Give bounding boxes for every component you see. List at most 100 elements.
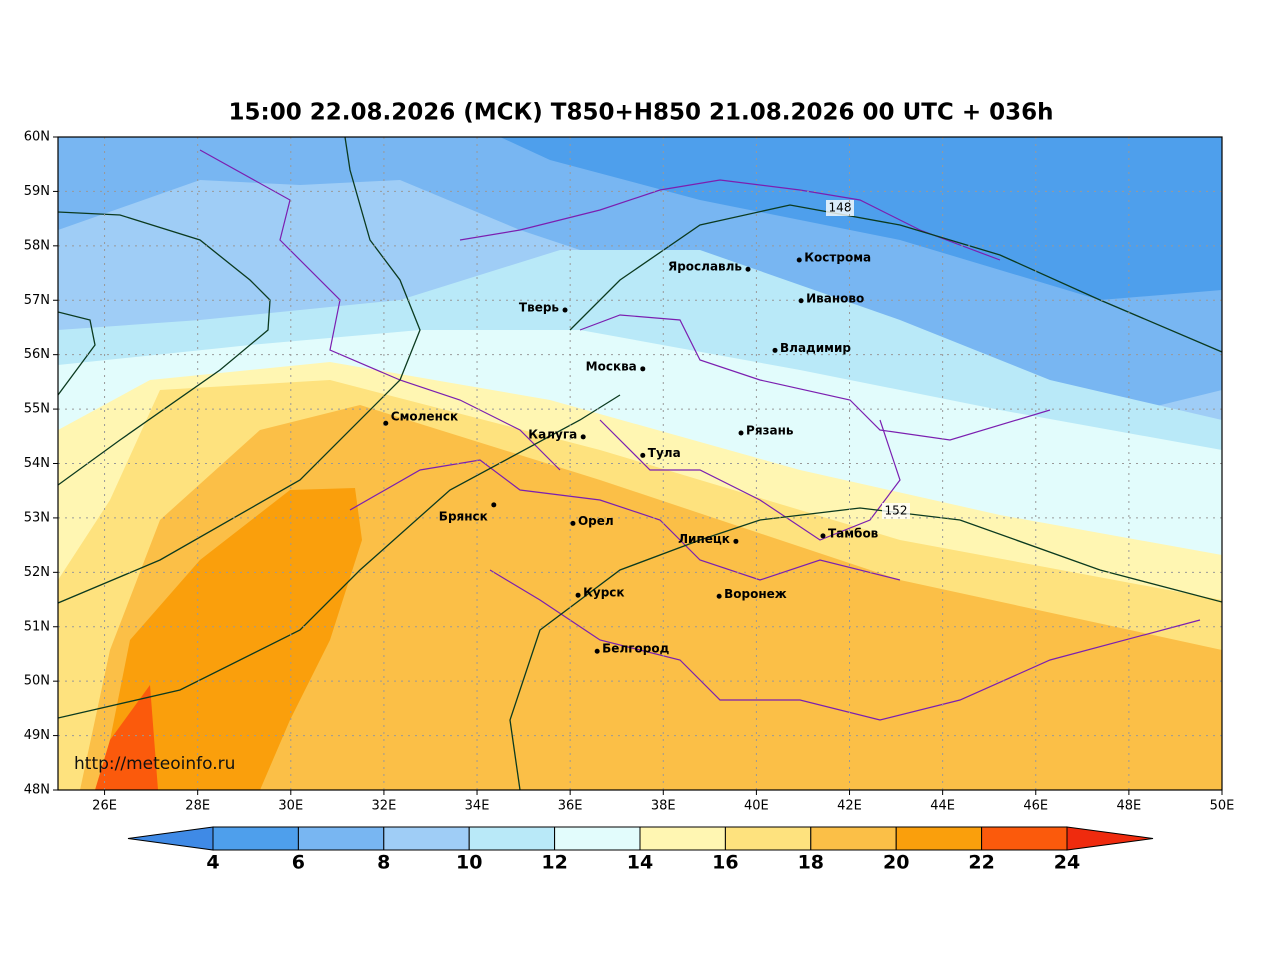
city-dot	[640, 366, 646, 372]
lat-tick-label: 51N	[24, 619, 50, 634]
city-dot	[733, 538, 739, 544]
colorbar-cell	[468, 826, 556, 851]
city-dot	[594, 648, 600, 654]
contour-label-bg	[826, 200, 854, 216]
contour	[509, 507, 1222, 790]
colorbar-cell	[554, 826, 641, 851]
lat-tick-label: 55N	[24, 402, 50, 417]
colorbar-cell	[724, 826, 812, 851]
lon-tick-label: 42E	[837, 799, 862, 814]
border	[459, 179, 1001, 261]
city-label: Смоленск	[391, 410, 458, 424]
colorbar-tick-label: 22	[968, 852, 994, 874]
contour	[58, 394, 621, 719]
colorbar-cell	[297, 826, 385, 851]
lon-tick-label: 44E	[930, 799, 955, 814]
city-label: Тверь	[519, 301, 560, 315]
city-dot	[796, 257, 802, 263]
band	[95, 685, 158, 790]
border	[599, 419, 901, 541]
lat-tick-label: 60N	[24, 130, 50, 145]
lon-tick-label: 50E	[1210, 799, 1235, 814]
contour-label: 148	[829, 201, 852, 215]
lat-tick-label: 57N	[24, 293, 50, 308]
city-dot	[798, 298, 804, 304]
lon-tick-label: 38E	[651, 799, 676, 814]
colorbar-cell	[639, 826, 726, 851]
city-label: Брянск	[439, 509, 488, 523]
lon-tick-label: 36E	[558, 799, 583, 814]
colorbar-tick-label: 18	[798, 852, 824, 874]
border	[199, 149, 561, 471]
lat-tick-label: 49N	[24, 728, 50, 743]
lon-tick-label: 28E	[185, 799, 210, 814]
city-label: Воронеж	[724, 587, 787, 601]
lat-tick-label: 48N	[24, 783, 50, 798]
colorbar-tick-label: 16	[712, 852, 738, 874]
lat-tick-label: 53N	[24, 510, 50, 525]
city-label: Владимир	[780, 341, 851, 355]
colorbar-tick-label: 8	[377, 852, 390, 874]
border	[579, 314, 1051, 441]
city-dot	[491, 502, 497, 508]
lat-tick-label: 50N	[24, 674, 50, 689]
city-dot	[772, 347, 778, 353]
colorbar-extend-high	[1066, 826, 1154, 851]
contour	[58, 311, 96, 396]
lon-tick-label: 30E	[278, 799, 303, 814]
city-dot	[575, 592, 581, 598]
city-label: Липецк	[678, 532, 730, 546]
colorbar-tick-label: 12	[541, 852, 567, 874]
watermark: http://meteoinfo.ru	[74, 754, 235, 774]
lat-tick-label: 58N	[24, 238, 50, 253]
map-title: 15:00 22.08.2026 (МСК) T850+H850 21.08.2…	[228, 100, 1053, 126]
border	[349, 459, 901, 581]
lon-tick-label: 46E	[1023, 799, 1048, 814]
city-dot	[716, 593, 722, 599]
city-label: Курск	[583, 586, 624, 600]
colorbar-tick-label: 20	[883, 852, 909, 874]
lat-tick-label: 59N	[24, 184, 50, 199]
city-label: Рязань	[746, 424, 794, 438]
contour-label: 152	[885, 504, 908, 518]
lon-tick-label: 34E	[465, 799, 490, 814]
colorbar-extend-low	[127, 826, 214, 851]
band	[100, 488, 362, 790]
lon-tick-label: 40E	[744, 799, 769, 814]
city-dot	[745, 266, 751, 272]
colorbar-cell	[212, 826, 299, 851]
city-label: Ярославль	[668, 260, 742, 274]
colorbar-tick-label: 14	[627, 852, 653, 874]
city-dot	[640, 452, 646, 458]
city-dot	[383, 420, 389, 426]
colorbar-cell	[810, 826, 897, 851]
lon-tick-label: 32E	[372, 799, 397, 814]
city-dot	[570, 520, 576, 526]
lat-tick-label: 52N	[24, 565, 50, 580]
colorbar-tick-label: 4	[206, 852, 219, 874]
city-label: Орел	[578, 514, 614, 528]
colorbar-cell	[895, 826, 983, 851]
temperature-field	[58, 137, 1222, 790]
colorbar-cell	[383, 826, 470, 851]
city-dot	[562, 307, 568, 313]
city-label: Кострома	[804, 250, 871, 264]
colorbar-cell	[981, 826, 1068, 851]
city-label: Тула	[648, 446, 681, 460]
contour	[58, 137, 421, 604]
lon-tick-label: 26E	[92, 799, 117, 814]
city-label: Белгород	[602, 642, 669, 656]
city-dot	[738, 430, 744, 436]
map-frame	[57, 136, 1223, 791]
city-label: Москва	[586, 359, 637, 373]
city-dot	[580, 434, 586, 440]
colorbar-tick-label: 10	[456, 852, 482, 874]
city-label: Иваново	[806, 291, 864, 305]
colorbar-tick-label: 6	[292, 852, 305, 874]
city-label: Тамбов	[828, 526, 879, 540]
city-dot	[820, 533, 826, 539]
lat-tick-label: 54N	[24, 456, 50, 471]
city-label: Калуга	[528, 427, 577, 441]
